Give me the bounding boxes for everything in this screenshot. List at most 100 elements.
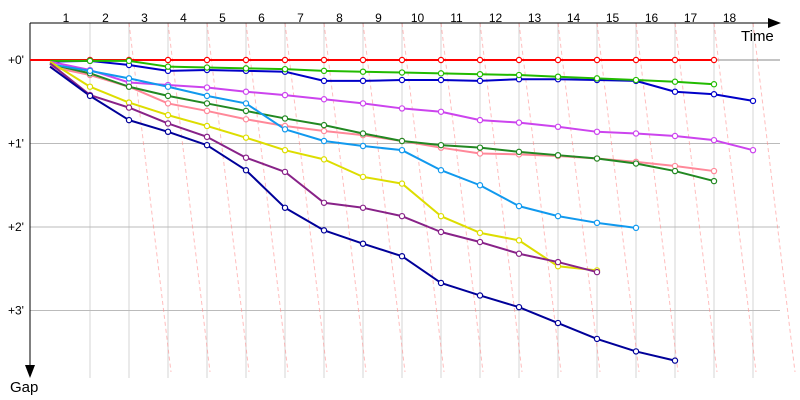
series-point bbox=[476, 150, 484, 157]
series-point bbox=[125, 104, 133, 111]
x-tick-label: 3 bbox=[141, 11, 148, 25]
series-point bbox=[281, 56, 289, 64]
series-point bbox=[710, 56, 718, 64]
x-tick-label: 2 bbox=[102, 11, 109, 25]
series-point bbox=[554, 73, 562, 80]
series-point bbox=[554, 319, 562, 327]
series-point bbox=[398, 69, 406, 76]
series-point bbox=[476, 116, 484, 124]
series-point bbox=[593, 56, 601, 64]
series-point bbox=[164, 56, 172, 64]
dashed-guide bbox=[284, 22, 328, 373]
series-point bbox=[671, 132, 679, 140]
series-point bbox=[164, 100, 172, 107]
y-tick-label: +2' bbox=[8, 220, 24, 234]
series-point bbox=[554, 56, 562, 64]
series-point bbox=[164, 120, 172, 127]
series-point bbox=[593, 335, 601, 343]
series-point bbox=[398, 253, 406, 260]
dashed-guide bbox=[323, 22, 367, 373]
dashed-guide bbox=[752, 22, 796, 373]
series-point bbox=[398, 76, 406, 84]
dashed-guide bbox=[635, 22, 679, 373]
y-axis-title: Gap bbox=[10, 379, 38, 396]
series-point bbox=[242, 107, 250, 115]
dashed-guide bbox=[518, 22, 562, 373]
series-point bbox=[437, 108, 445, 115]
series-point bbox=[476, 56, 484, 64]
series-point bbox=[593, 155, 601, 162]
dashed-guide bbox=[128, 22, 172, 373]
x-tick-label: 14 bbox=[567, 11, 581, 25]
series-point bbox=[320, 227, 328, 234]
series-point bbox=[242, 88, 250, 95]
series-point bbox=[359, 56, 367, 64]
series-point bbox=[515, 250, 523, 257]
dashed-guide bbox=[245, 22, 289, 373]
series-point bbox=[359, 173, 367, 181]
series-lines bbox=[30, 59, 754, 362]
series-point bbox=[86, 92, 94, 100]
series-point bbox=[515, 237, 523, 244]
x-tick-label: 10 bbox=[411, 11, 425, 25]
dashed-guide bbox=[440, 22, 484, 373]
x-tick-label: 1 bbox=[63, 11, 70, 25]
series-point bbox=[515, 71, 523, 79]
dashed-guide bbox=[674, 22, 718, 373]
series-point bbox=[203, 107, 211, 115]
series-point bbox=[398, 146, 406, 154]
series-point bbox=[398, 180, 406, 187]
series-point bbox=[476, 229, 484, 237]
series-point bbox=[242, 167, 250, 174]
series-point bbox=[164, 83, 172, 90]
series-point bbox=[125, 57, 133, 65]
series-point bbox=[203, 133, 211, 141]
dashed-guide bbox=[713, 22, 757, 373]
series-point bbox=[320, 137, 328, 145]
series-point bbox=[632, 56, 640, 64]
dashed-guide bbox=[596, 22, 640, 373]
series-point bbox=[593, 128, 601, 136]
series-point bbox=[242, 134, 250, 141]
x-tick-label: 7 bbox=[297, 11, 304, 25]
series-point bbox=[593, 219, 601, 227]
series-point bbox=[476, 70, 484, 78]
x-tick-label: 11 bbox=[450, 11, 463, 25]
series-point bbox=[125, 75, 133, 82]
series-point bbox=[281, 168, 289, 176]
series-point bbox=[671, 167, 679, 175]
x-tick-label: 9 bbox=[375, 11, 382, 25]
series-point bbox=[671, 88, 679, 95]
series-point bbox=[125, 116, 133, 124]
x-tick-label: 12 bbox=[489, 11, 503, 25]
series-point bbox=[281, 146, 289, 154]
series-point bbox=[164, 63, 172, 70]
series-point bbox=[476, 77, 484, 85]
series-point bbox=[515, 202, 523, 210]
series-point bbox=[281, 204, 289, 211]
series-point bbox=[398, 105, 406, 112]
x-tick-label: 13 bbox=[528, 11, 542, 25]
x-axis-title: Time bbox=[741, 28, 774, 45]
series-point bbox=[632, 160, 640, 167]
series-point bbox=[554, 212, 562, 220]
series-point bbox=[632, 76, 640, 84]
series-point bbox=[320, 121, 328, 129]
series-point bbox=[437, 56, 445, 64]
series-point bbox=[671, 78, 679, 85]
series-point bbox=[203, 141, 211, 149]
series-point bbox=[359, 240, 367, 247]
series-point bbox=[203, 92, 211, 100]
series-point bbox=[320, 156, 328, 163]
series-point bbox=[554, 123, 562, 131]
series-point bbox=[398, 56, 406, 64]
series-point bbox=[242, 56, 250, 64]
series-point bbox=[320, 127, 328, 135]
series-point bbox=[242, 65, 250, 72]
x-tick-label: 17 bbox=[684, 11, 698, 25]
series-point bbox=[281, 126, 289, 133]
tick-labels: 1 2 3 4 5 6 7 8 9 10 11 12 13 14 15 16 17 18+0'+1'+2'+3' bbox=[8, 11, 736, 318]
series-point bbox=[671, 357, 679, 364]
series-point bbox=[320, 56, 328, 64]
